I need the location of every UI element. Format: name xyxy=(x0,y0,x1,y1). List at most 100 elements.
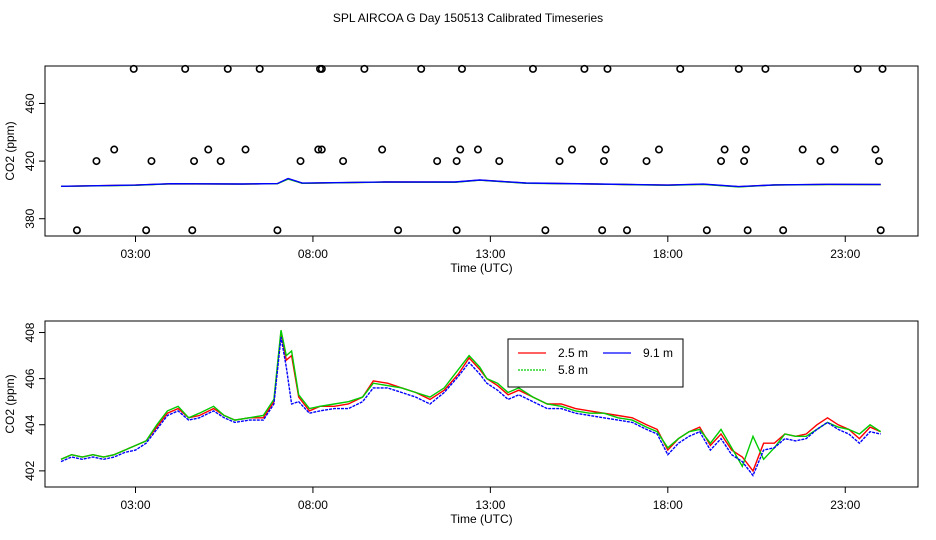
data-marker xyxy=(190,157,199,166)
data-marker xyxy=(129,64,138,73)
data-marker xyxy=(555,157,564,166)
data-marker xyxy=(339,157,348,166)
data-marker xyxy=(147,157,156,166)
bottom-panel: 402 404 406 408 03:00 08:00 13:00 18:00 23:00 T… xyxy=(3,320,919,526)
legend-box xyxy=(507,338,684,388)
x-tick-label: 23:00 xyxy=(830,498,860,512)
x-tick-label: 13:00 xyxy=(475,247,505,261)
x-tick-label: 03:00 xyxy=(120,498,150,512)
x-tick-label: 13:00 xyxy=(475,498,505,512)
data-marker xyxy=(779,226,788,235)
bottom-x-axis: 03:00 08:00 13:00 18:00 23:00 xyxy=(120,487,861,512)
data-marker xyxy=(816,157,825,166)
top-panel: 380 420 460 03:00 08:00 13:00 18:00 23:00 Time… xyxy=(3,64,919,275)
data-marker xyxy=(188,226,197,235)
data-marker xyxy=(702,226,711,235)
data-marker xyxy=(761,64,770,73)
top-y-axis: 380 420 460 xyxy=(23,93,45,229)
series-line-2-5-m xyxy=(60,332,881,473)
bottom-y-axis: 402 404 406 408 xyxy=(23,322,45,481)
data-marker xyxy=(255,64,264,73)
data-marker xyxy=(181,64,190,73)
top-x-axis-label: Time (UTC) xyxy=(450,261,512,275)
top-plot-frame xyxy=(44,65,919,237)
top-y-axis-label: CO2 (ppm) xyxy=(3,121,17,180)
y-tick-label: 408 xyxy=(23,322,37,342)
data-marker xyxy=(317,64,326,73)
data-marker xyxy=(273,226,282,235)
data-marker xyxy=(871,145,880,154)
data-marker xyxy=(142,226,151,235)
legend-label-5-8m: 5.8 m xyxy=(558,363,588,377)
data-marker xyxy=(378,145,387,154)
x-tick-label: 03:00 xyxy=(120,247,150,261)
data-marker xyxy=(740,157,749,166)
data-marker xyxy=(580,64,589,73)
data-marker xyxy=(743,226,752,235)
bottom-x-axis-label: Time (UTC) xyxy=(450,512,512,526)
data-marker xyxy=(456,145,465,154)
figure-title: SPL AIRCOA G Day 150513 Calibrated Times… xyxy=(333,11,603,25)
top-x-axis: 03:00 08:00 13:00 18:00 23:00 xyxy=(120,236,861,261)
series-line-3 xyxy=(60,177,881,188)
data-marker xyxy=(541,226,550,235)
data-marker xyxy=(360,64,369,73)
data-marker xyxy=(853,64,862,73)
data-marker xyxy=(598,226,607,235)
x-tick-label: 08:00 xyxy=(298,498,328,512)
data-marker xyxy=(734,64,743,73)
data-marker xyxy=(567,145,576,154)
y-tick-label: 404 xyxy=(23,414,37,434)
legend: 2.5 m 9.1 m 5.8 m xyxy=(507,338,684,388)
top-series-group xyxy=(60,177,881,188)
data-marker xyxy=(603,64,612,73)
bottom-y-axis-label: CO2 (ppm) xyxy=(3,374,17,433)
data-marker xyxy=(798,145,807,154)
data-marker xyxy=(741,145,750,154)
data-marker xyxy=(394,226,403,235)
data-marker xyxy=(314,145,323,154)
series-line-5-8-m xyxy=(60,336,881,477)
legend-label-2-5m: 2.5 m xyxy=(558,346,588,360)
data-marker xyxy=(417,64,426,73)
data-marker xyxy=(92,157,101,166)
bottom-series-group xyxy=(60,330,882,477)
data-marker xyxy=(204,145,213,154)
bottom-plot-frame xyxy=(44,320,919,488)
data-marker xyxy=(720,145,729,154)
data-marker xyxy=(878,64,887,73)
x-tick-label: 18:00 xyxy=(653,498,683,512)
data-marker xyxy=(110,145,119,154)
data-marker xyxy=(528,64,537,73)
x-tick-label: 18:00 xyxy=(653,247,683,261)
data-marker xyxy=(452,226,461,235)
y-tick-label: 402 xyxy=(23,461,37,481)
legend-label-9-1m: 9.1 m xyxy=(643,346,673,360)
data-marker xyxy=(296,157,305,166)
top-markers-group xyxy=(72,64,887,235)
data-marker xyxy=(876,226,885,235)
y-tick-label: 460 xyxy=(23,93,37,113)
data-marker xyxy=(676,64,685,73)
y-tick-label: 380 xyxy=(23,208,37,228)
y-tick-label: 406 xyxy=(23,368,37,388)
data-marker xyxy=(654,145,663,154)
data-marker xyxy=(622,226,631,235)
data-marker xyxy=(642,157,651,166)
data-marker xyxy=(473,145,482,154)
data-marker xyxy=(216,157,225,166)
data-marker xyxy=(317,145,326,154)
data-marker xyxy=(72,226,81,235)
data-marker xyxy=(433,157,442,166)
data-marker xyxy=(874,157,883,166)
data-marker xyxy=(717,157,726,166)
data-marker xyxy=(830,145,839,154)
data-marker xyxy=(599,157,608,166)
y-tick-label: 420 xyxy=(23,151,37,171)
x-tick-label: 23:00 xyxy=(830,247,860,261)
data-marker xyxy=(601,145,610,154)
series-line-9-1-m xyxy=(60,330,882,468)
x-tick-label: 08:00 xyxy=(298,247,328,261)
data-marker xyxy=(223,64,232,73)
